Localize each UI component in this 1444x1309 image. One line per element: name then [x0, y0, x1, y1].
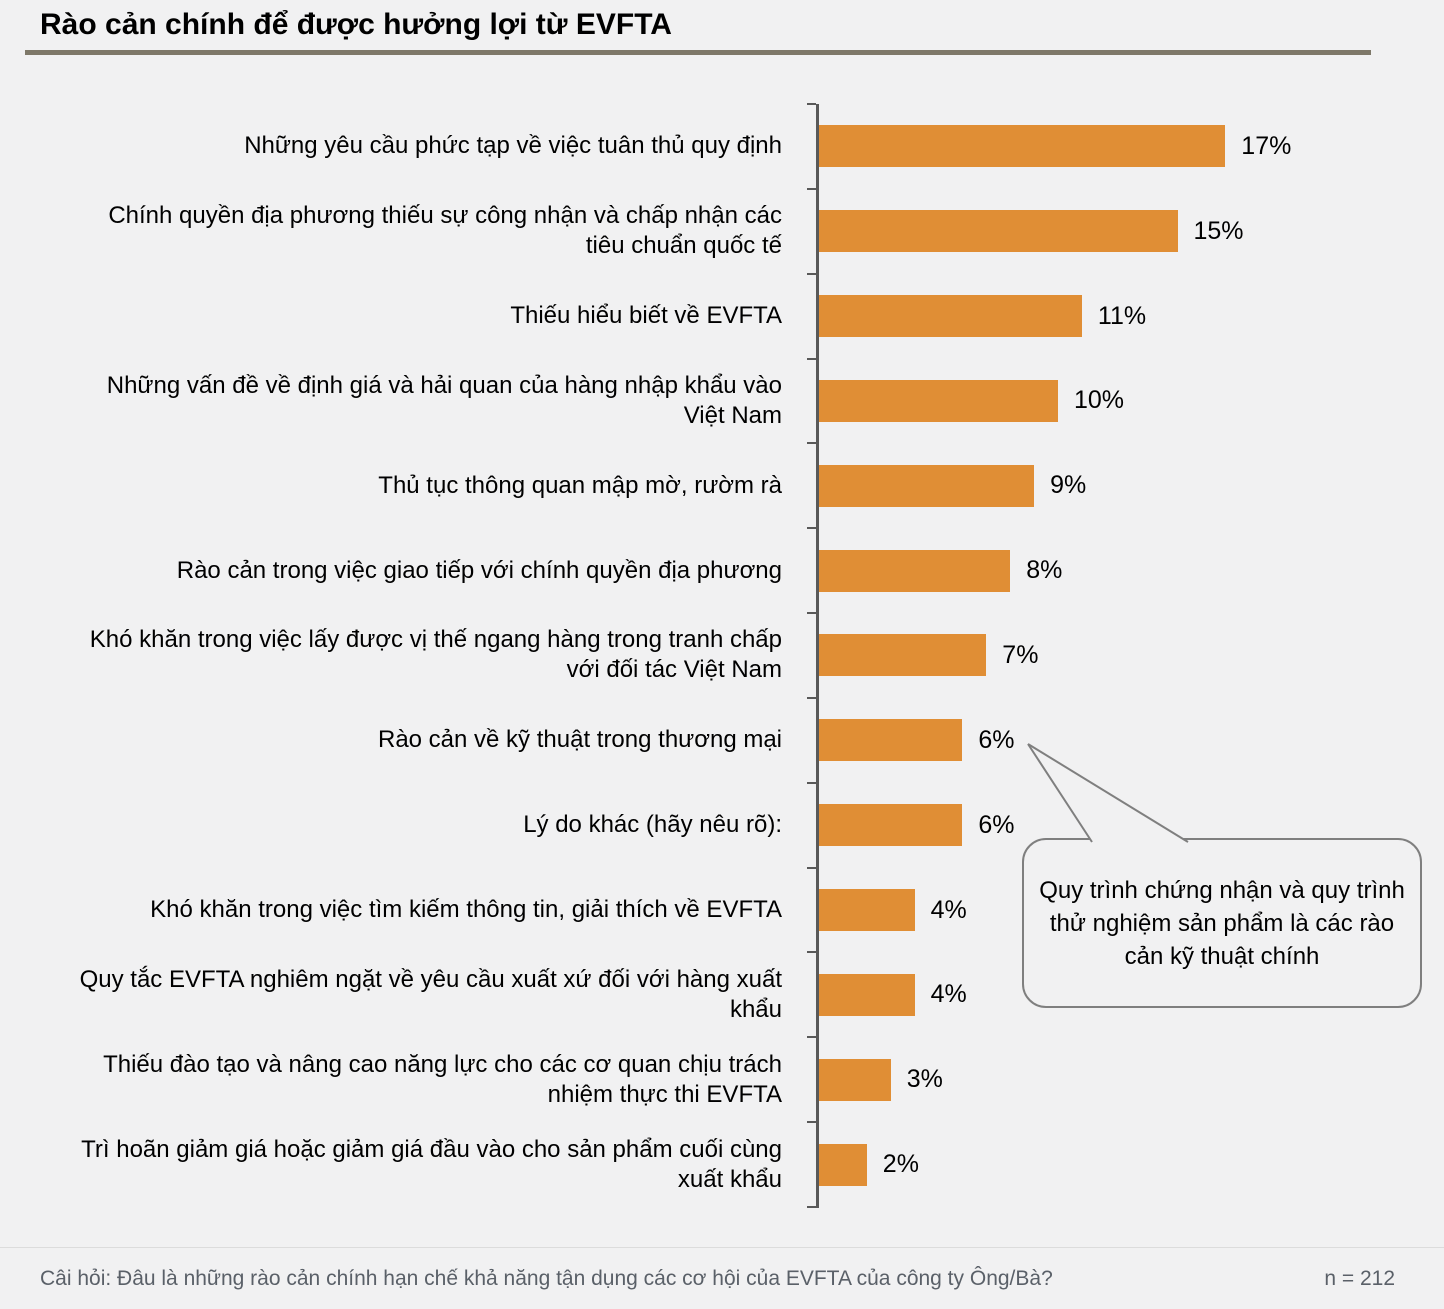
axis-tick: [807, 1036, 816, 1039]
chart-row: Thiếu đào tạo và nâng cao năng lực cho c…: [0, 1037, 1444, 1122]
category-label: Thiếu đào tạo và nâng cao năng lực cho c…: [103, 1050, 782, 1108]
chart-row: Những vấn đề về định giá và hải quan của…: [0, 359, 1444, 444]
category-label: Rào cản về kỹ thuật trong thương mại: [377, 726, 782, 754]
bar: [819, 464, 1035, 507]
bar-track: 17%: [800, 125, 1444, 168]
chart-row: Quy tắc EVFTA nghiêm ngặt về yêu cầu xuấ…: [0, 952, 1444, 1037]
axis-tick: [807, 527, 816, 530]
callout-bubble: Quy trình chứng nhận và quy trình thử ng…: [1022, 838, 1422, 1008]
bar-track: 4%: [800, 973, 1444, 1016]
footer-question: Câi hỏi: Đâu là những rào cản chính hạn …: [40, 1266, 1053, 1290]
bar: [819, 719, 963, 762]
axis-tick: [807, 103, 816, 105]
bar: [819, 295, 1082, 338]
chart-row: Những yêu cầu phức tạp về việc tuân thủ …: [0, 104, 1444, 189]
chart-row: Chính quyền địa phương thiếu sự công nhậ…: [0, 189, 1444, 274]
axis-tick: [807, 187, 816, 190]
value-label: 3%: [906, 1065, 943, 1094]
bar-track: 3%: [800, 1058, 1444, 1101]
axis-tick: [807, 951, 816, 954]
axis-tick: [807, 781, 816, 784]
footer-sample-size: n = 212: [1324, 1266, 1395, 1290]
bar-track: 7%: [800, 634, 1444, 677]
bar-track: 4%: [800, 889, 1444, 932]
bar-track: 9%: [800, 464, 1444, 507]
category-label: Khó khăn trong việc tìm kiếm thông tin, …: [150, 896, 782, 924]
category-label: Những yêu cầu phức tạp về việc tuân thủ …: [244, 132, 782, 160]
value-label: 4%: [930, 895, 967, 924]
chart-row: Khó khăn trong việc tìm kiếm thông tin, …: [0, 868, 1444, 953]
value-label: 2%: [882, 1150, 919, 1179]
category-label: Thiếu hiểu biết về EVFTA: [510, 302, 782, 330]
category-label: Trì hoãn giảm giá hoặc giảm giá đầu vào …: [81, 1135, 782, 1193]
axis-tick: [807, 272, 816, 275]
bar-track: 6%: [800, 804, 1444, 847]
value-label: 6%: [978, 725, 1015, 754]
bar: [819, 125, 1226, 168]
bar: [819, 1058, 891, 1101]
bar-track: 15%: [800, 210, 1444, 253]
chart-row: Rào cản trong việc giao tiếp với chính q…: [0, 528, 1444, 613]
axis-tick: [807, 1121, 816, 1124]
value-label: 7%: [1002, 640, 1039, 669]
chart-row: Trì hoãn giảm giá hoặc giảm giá đầu vào …: [0, 1122, 1444, 1207]
chart-row: Thiếu hiểu biết về EVFTA 11%: [0, 274, 1444, 359]
category-label: Lý do khác (hãy nêu rõ):: [523, 811, 782, 839]
title-underline: [25, 50, 1371, 55]
bar: [819, 379, 1058, 422]
value-label: 15%: [1193, 216, 1244, 245]
bar-track: 6%: [800, 719, 1444, 762]
category-label: Chính quyền địa phương thiếu sự công nhậ…: [108, 202, 782, 260]
bar: [819, 549, 1011, 592]
category-label: Thủ tục thông quan mập mờ, rườm rà: [378, 471, 782, 499]
chart-row: Rào cản về kỹ thuật trong thương mại 6%: [0, 698, 1444, 783]
y-axis: [816, 104, 819, 1208]
axis-tick: [807, 357, 816, 360]
value-label: 6%: [978, 810, 1015, 839]
axis-tick: [807, 1205, 816, 1208]
category-label: Những vấn đề về định giá và hải quan của…: [106, 371, 782, 429]
bar: [819, 210, 1178, 253]
axis-tick: [807, 612, 816, 615]
bar: [819, 973, 915, 1016]
axis-tick: [807, 866, 816, 869]
bar-track: 2%: [800, 1143, 1444, 1186]
bar-track: 10%: [800, 379, 1444, 422]
axis-tick: [807, 442, 816, 445]
axis-tick: [807, 696, 816, 699]
chart-row: Lý do khác (hãy nêu rõ): 6%: [0, 783, 1444, 868]
bar: [819, 634, 987, 677]
page-title: Rào cản chính để được hưởng lợi từ EVFTA: [40, 8, 672, 41]
category-label: Quy tắc EVFTA nghiêm ngặt về yêu cầu xuấ…: [79, 965, 782, 1023]
bar-chart: Những yêu cầu phức tạp về việc tuân thủ …: [0, 103, 1444, 1208]
callout-text: Quy trình chứng nhận và quy trình thử ng…: [1039, 876, 1405, 970]
bar: [819, 804, 963, 847]
bar-track: 8%: [800, 549, 1444, 592]
value-label: 8%: [1026, 556, 1063, 585]
bar: [819, 889, 915, 932]
callout-tail: [1027, 743, 1189, 843]
footer: Câi hỏi: Đâu là những rào cản chính hạn …: [0, 1247, 1444, 1309]
category-label: Rào cản trong việc giao tiếp với chính q…: [176, 556, 782, 584]
bar: [819, 1143, 867, 1186]
chart-row: Thủ tục thông quan mập mờ, rườm rà 9%: [0, 443, 1444, 528]
chart-row: Khó khăn trong việc lấy được vị thế ngan…: [0, 613, 1444, 698]
value-label: 17%: [1241, 131, 1292, 160]
bar-track: 11%: [800, 295, 1444, 338]
value-label: 4%: [930, 980, 967, 1009]
chart-rows: Những yêu cầu phức tạp về việc tuân thủ …: [0, 104, 1444, 1207]
value-label: 11%: [1097, 301, 1147, 330]
value-label: 10%: [1074, 386, 1125, 415]
value-label: 9%: [1050, 471, 1087, 500]
category-label: Khó khăn trong việc lấy được vị thế ngan…: [89, 626, 782, 684]
